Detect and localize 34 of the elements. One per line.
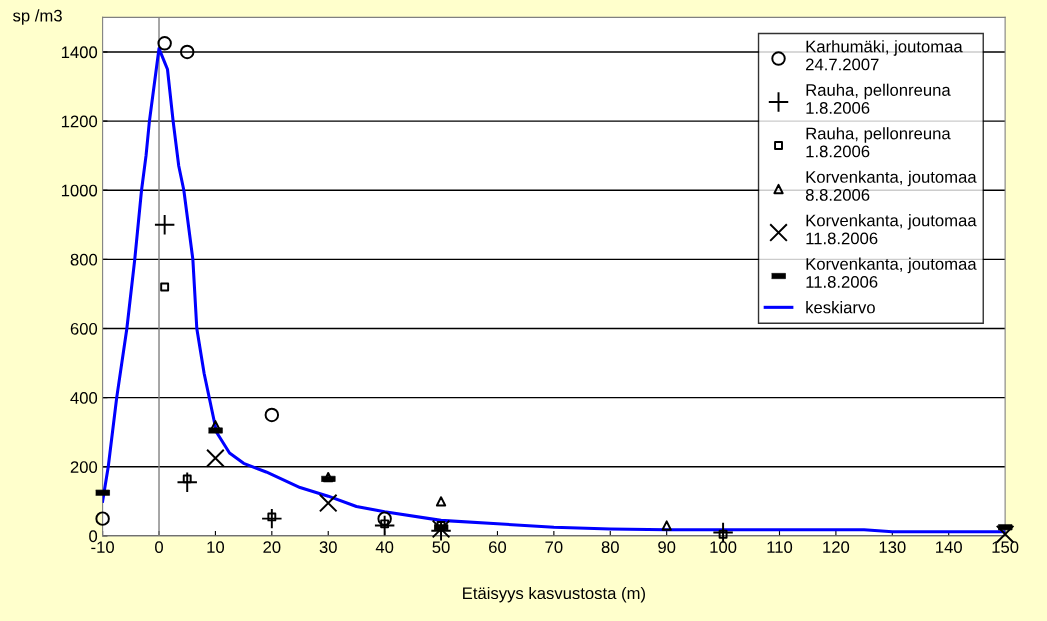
y-tick-label: 1400 [61,46,98,59]
y-tick-label: 600 [70,322,98,335]
legend-label: keskiarvo [806,301,875,314]
y-tick-label: 400 [70,392,98,404]
x-tick-label: -10 [91,541,114,554]
x-tick-label: 120 [823,541,850,554]
x-tick-label: 80 [601,541,619,554]
x-tick-label: 0 [155,541,163,554]
x-axis-title: Etäisyys kasvustosta (m) [463,586,645,603]
x-tick-label: 70 [545,541,563,554]
y-tick-label: 200 [70,461,98,473]
legend-label: Karhumäki, joutomaa 24.7.2007 [806,40,963,71]
legend-label: Rauha, pellonreuna 1.8.2006 [806,83,951,114]
x-tick-label: 150 [992,541,1019,554]
x-tick-label: 40 [375,541,394,554]
legend-label: Rauha, pellonreuna 1.8.2006 [806,127,951,158]
x-tick-label: 10 [207,541,225,554]
legend-label: Korvenkanta, joutomaa 8.8.2006 [805,170,977,201]
x-tick-label: 50 [432,541,450,554]
x-tick-label: 90 [658,541,676,554]
y-tick-label: 1000 [61,184,98,197]
y-axis-title: sp /m3 [13,9,62,25]
x-tick-label: 100 [710,541,737,554]
x-tick-label: 60 [489,541,507,554]
x-tick-label: 110 [767,541,793,554]
x-tick-label: 20 [263,541,281,554]
y-tick-label: 800 [70,253,98,266]
y-tick-label: 1200 [61,115,98,128]
x-tick-label: 140 [936,541,962,554]
x-tick-label: 30 [319,541,337,554]
legend-label: Korvenkanta, joutomaa 11.8.2006 [806,257,977,288]
x-tick-label: 130 [879,541,906,554]
y-tick-label: 0 [89,530,98,543]
legend-label: Korvenkanta, joutomaa 11.8.2006 [806,214,977,245]
